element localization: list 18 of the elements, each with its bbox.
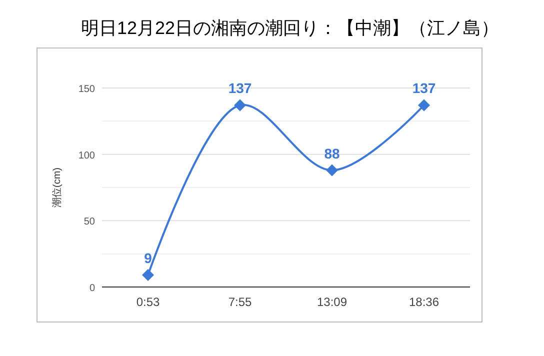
chart-title: 明日12月22日の湘南の潮回り：【中潮】（江ノ島） — [80, 18, 500, 38]
y-tick-label: 100 — [78, 150, 96, 162]
y-tick-label: 50 — [84, 216, 96, 228]
point — [234, 99, 246, 112]
x-tick-label: 0:53 — [136, 295, 160, 309]
x-tick-label: 18:36 — [408, 295, 440, 309]
y-axis-title: 潮位(cm) — [51, 168, 63, 208]
point — [418, 99, 430, 112]
data-label: 137 — [228, 80, 252, 96]
data-label: 9 — [144, 250, 152, 266]
point — [142, 269, 154, 282]
x-tick-label: 7:55 — [228, 295, 252, 309]
y-tick-label: 0 — [89, 283, 96, 294]
point — [326, 164, 338, 176]
data-label: 137 — [412, 80, 436, 96]
x-tick-label: 13:09 — [316, 295, 348, 309]
data-label: 88 — [324, 145, 340, 162]
y-tick-label: 150 — [78, 84, 96, 95]
